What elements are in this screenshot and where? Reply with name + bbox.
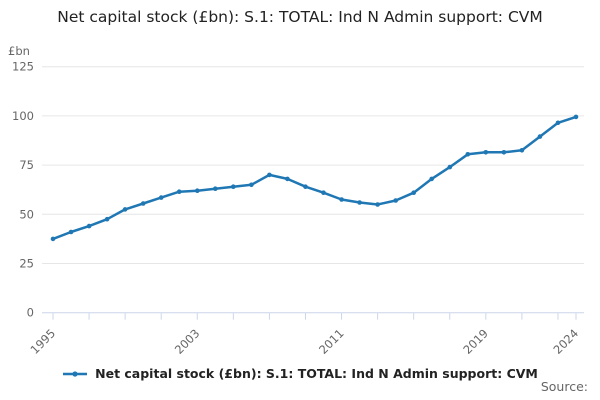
legend-label: Net capital stock (£bn): S.1: TOTAL: Ind… bbox=[95, 366, 538, 381]
series-markers[interactable] bbox=[50, 114, 579, 242]
chart-title: Net capital stock (£bn): S.1: TOTAL: Ind… bbox=[57, 8, 543, 26]
x-tick-label: 2003 bbox=[172, 326, 203, 357]
gridlines bbox=[42, 66, 584, 264]
source-label: Source: bbox=[540, 379, 588, 394]
y-tick-label: 25 bbox=[19, 257, 34, 271]
x-tick-label: 2024 bbox=[551, 326, 582, 357]
x-axis-labels: 1995 2003 2011 2019 2024 bbox=[28, 326, 582, 357]
x-axis-ticks bbox=[52, 313, 577, 320]
x-tick-label: 1995 bbox=[28, 326, 59, 357]
legend-line-marker-icon bbox=[63, 370, 88, 377]
y-axis-labels: 0 25 50 75 100 125 bbox=[12, 60, 34, 320]
y-axis-unit-label: £bn bbox=[8, 44, 30, 58]
x-tick-label: 2019 bbox=[460, 326, 491, 357]
y-tick-label: 100 bbox=[12, 109, 34, 123]
x-tick-label: 2011 bbox=[316, 326, 347, 357]
y-tick-label: 75 bbox=[19, 158, 34, 172]
y-tick-label: 50 bbox=[19, 207, 34, 221]
series-line[interactable] bbox=[51, 115, 578, 241]
y-tick-label: 125 bbox=[12, 60, 34, 74]
y-tick-label: 0 bbox=[27, 306, 34, 320]
legend[interactable]: Net capital stock (£bn): S.1: TOTAL: Ind… bbox=[0, 366, 600, 381]
